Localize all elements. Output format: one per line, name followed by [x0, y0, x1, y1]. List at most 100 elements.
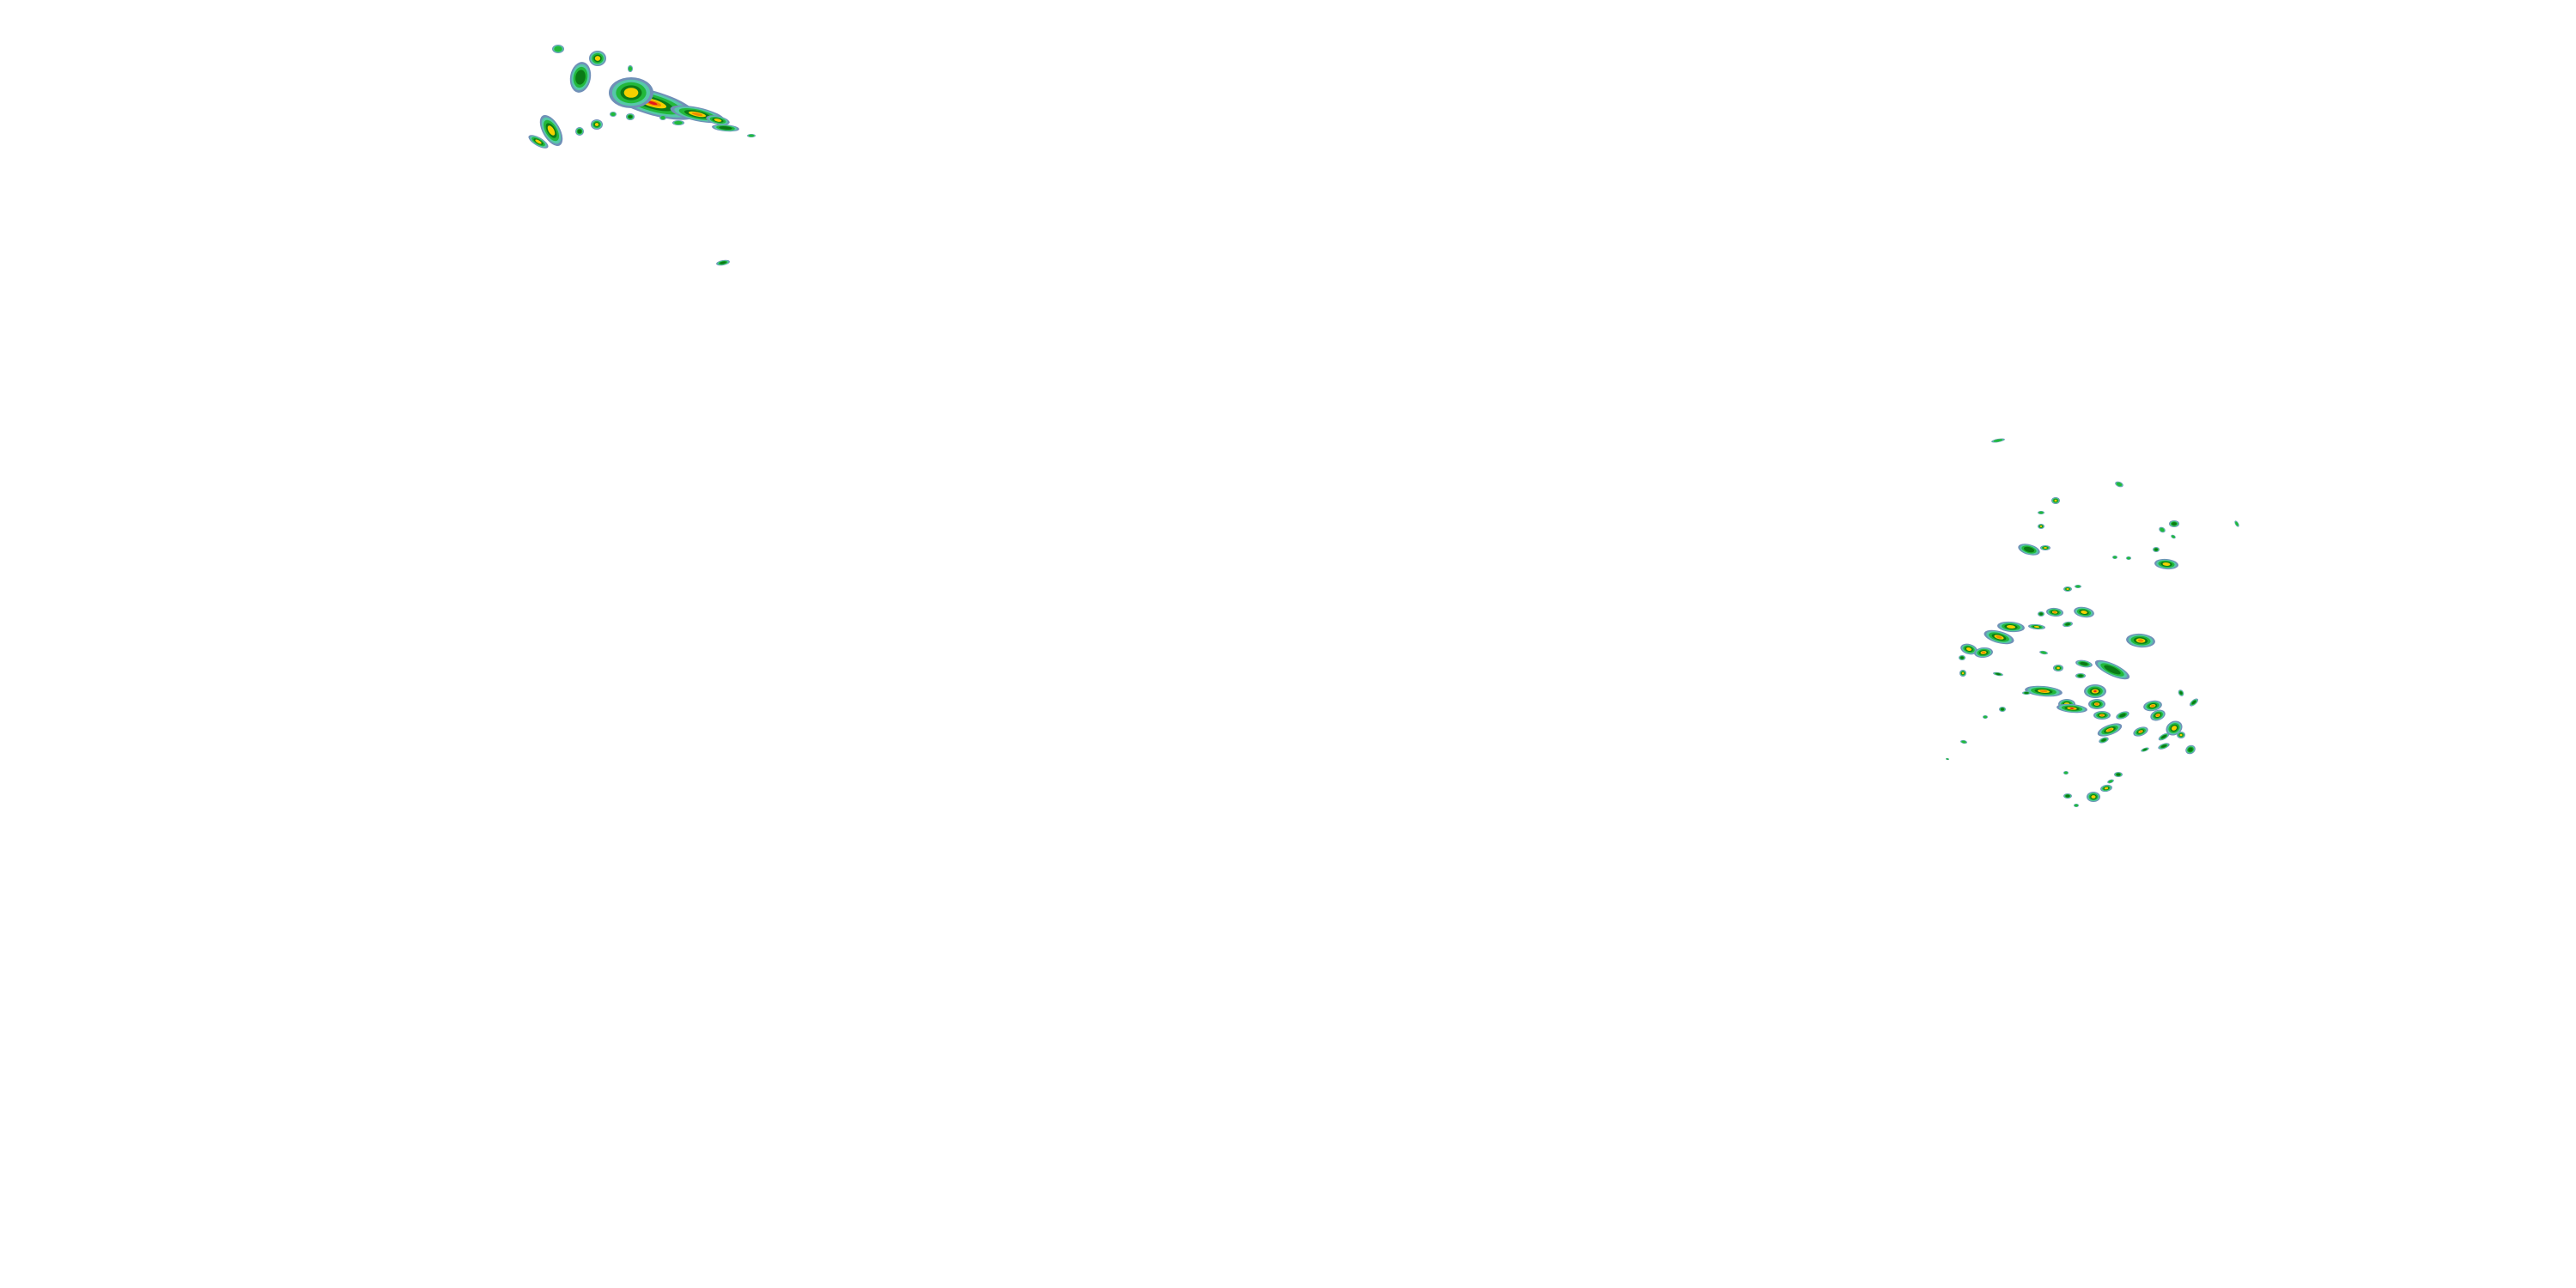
- echo-band: [623, 88, 639, 98]
- radar-echo: [2100, 784, 2112, 793]
- echo-band: [2039, 612, 2043, 616]
- radar-echo: [2234, 520, 2239, 527]
- echo-band: [2053, 611, 2057, 614]
- radar-echo: [2126, 633, 2155, 648]
- echo-band: [2065, 623, 2070, 626]
- echo-band: [1965, 647, 1972, 652]
- echo-band: [2188, 747, 2193, 752]
- radar-echo: [2018, 544, 2040, 556]
- echo-band: [594, 123, 599, 126]
- echo-band: [1983, 715, 1988, 719]
- echo-band: [2161, 734, 2166, 739]
- echo-band: [2139, 730, 2142, 733]
- echo-band: [1961, 740, 1966, 744]
- echo-band: [575, 70, 586, 85]
- radar-echo: [2099, 737, 2109, 744]
- echo-band: [1981, 651, 1986, 654]
- radar-echo: [2133, 726, 2148, 737]
- radar-echo: [1960, 739, 1967, 744]
- radar-echo: [2154, 558, 2178, 570]
- radar-echo: [2112, 556, 2117, 559]
- radar-echo: [591, 119, 603, 130]
- radar-echo: [659, 115, 666, 120]
- echo-band: [547, 125, 556, 136]
- radar-echo: [1960, 643, 1978, 655]
- radar-echo: [1959, 655, 1965, 660]
- echo-band: [2075, 585, 2081, 588]
- echo-band: [2044, 547, 2047, 549]
- echo-band: [2024, 692, 2029, 694]
- echo-band: [2093, 690, 2097, 692]
- radar-echo: [2177, 732, 2185, 738]
- radar-echo: [672, 120, 684, 125]
- echo-band: [1996, 672, 2001, 676]
- radar-echo: [2046, 607, 2063, 617]
- east-scattered-cells: [1946, 438, 2239, 807]
- echo-band: [2235, 521, 2239, 526]
- echo-band: [660, 115, 665, 120]
- radar-echo: [2063, 771, 2069, 775]
- echo-band: [1960, 656, 1964, 659]
- radar-echo: [2038, 611, 2044, 617]
- echo-band: [1993, 439, 2003, 442]
- echo-band: [1996, 635, 2002, 639]
- echo-band: [748, 134, 755, 137]
- echo-band: [674, 120, 683, 125]
- radar-echo: [628, 65, 633, 72]
- radar-echo: [2171, 534, 2176, 539]
- echo-band: [2104, 787, 2109, 790]
- radar-echo: [2143, 700, 2162, 712]
- echo-band: [2126, 556, 2131, 560]
- radar-echo: [2166, 720, 2183, 736]
- radar-echo: [1993, 671, 2003, 677]
- radar-echo: [2063, 793, 2072, 799]
- echo-band: [2191, 700, 2196, 705]
- echo-band: [2160, 527, 2165, 532]
- echo-band: [2104, 665, 2121, 675]
- echo-band: [2107, 728, 2112, 732]
- radar-echo: [2028, 623, 2045, 630]
- echo-band: [2006, 625, 2016, 629]
- echo-band: [2156, 714, 2160, 717]
- echo-band: [714, 118, 722, 122]
- echo-band: [2038, 511, 2044, 514]
- radar-echo: [2141, 747, 2149, 752]
- radar-echo: [2075, 673, 2086, 678]
- echo-band: [2172, 522, 2177, 526]
- echo-band: [1946, 758, 1949, 760]
- echo-band: [2179, 691, 2183, 695]
- radar-echo: [1984, 629, 2014, 645]
- echo-band: [2070, 708, 2074, 709]
- radar-echo: [1983, 715, 1988, 719]
- radar-echo: [589, 51, 606, 66]
- radar-echo: [2153, 547, 2160, 552]
- radar-echo: [2051, 497, 2060, 504]
- radar-echo: [2185, 744, 2196, 755]
- radar-echo: [706, 115, 730, 125]
- radar-echo: [2190, 698, 2198, 707]
- radar-echo: [2025, 685, 2063, 697]
- radar-echo: [716, 259, 730, 266]
- echo-band: [554, 46, 562, 52]
- radar-echo: [2178, 690, 2184, 696]
- radar-echo: [2084, 684, 2106, 698]
- radar-echo: [626, 113, 635, 120]
- echo-band: [2078, 674, 2083, 677]
- echo-band: [2154, 548, 2158, 551]
- echo-band: [2172, 535, 2175, 538]
- echo-band: [2081, 610, 2087, 615]
- echo-band: [628, 66, 633, 71]
- radar-echo: [2114, 772, 2123, 777]
- echo-band: [2108, 780, 2113, 783]
- radar-echo: [1999, 707, 2006, 712]
- radar-echo: [2075, 585, 2081, 588]
- radar-echo: [2074, 606, 2094, 618]
- echo-band: [2150, 704, 2155, 708]
- echo-band: [2074, 804, 2079, 807]
- echo-band: [2023, 546, 2035, 553]
- radar-echo: [2087, 792, 2100, 802]
- echo-band: [2101, 738, 2106, 742]
- radar-echo: [2159, 526, 2166, 533]
- echo-band: [2039, 690, 2048, 693]
